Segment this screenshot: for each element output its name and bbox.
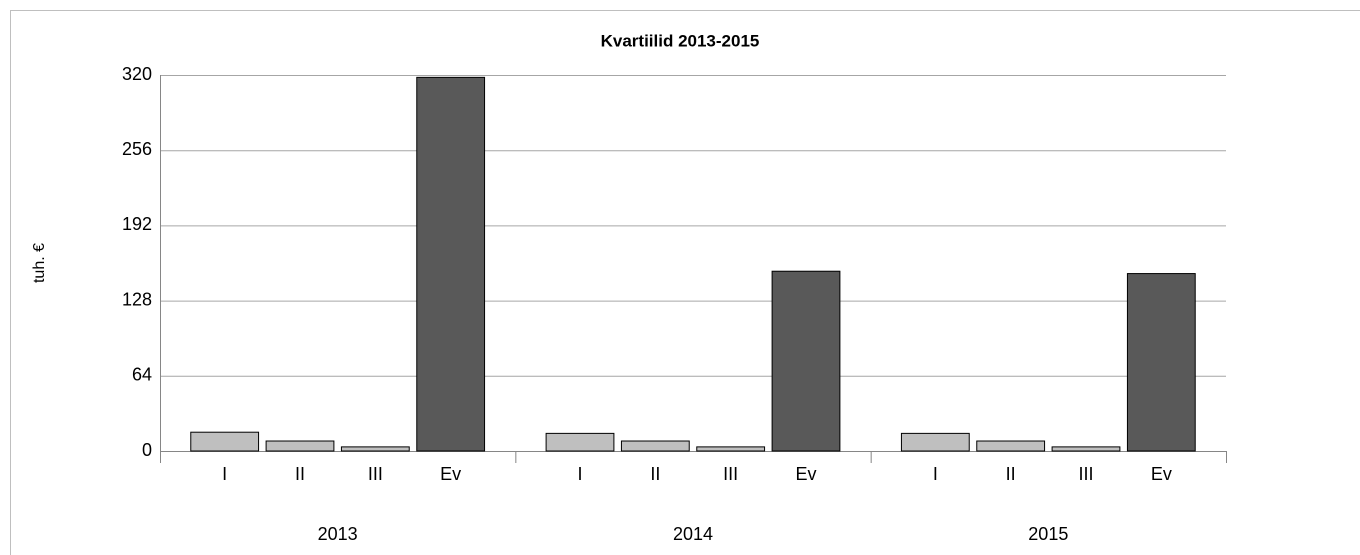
chart-title: Kvartiilid 2013-2015: [601, 31, 760, 50]
group-label: 2015: [1028, 524, 1068, 544]
bar: [976, 440, 1046, 452]
x-tick-label: II: [295, 464, 305, 484]
x-tick-label: Ev: [1151, 464, 1172, 484]
bar: [1051, 446, 1121, 452]
y-tick-label: 128: [122, 289, 152, 309]
bar: [900, 432, 970, 452]
x-tick-label: III: [368, 464, 383, 484]
bar: [190, 431, 260, 452]
bar: [340, 446, 410, 452]
y-axis-label: tuh. €: [31, 243, 48, 283]
x-tick-label: I: [577, 464, 582, 484]
x-tick-label: II: [650, 464, 660, 484]
x-tick-label: III: [1078, 464, 1093, 484]
x-tick-label: I: [222, 464, 227, 484]
bar: [265, 440, 335, 452]
x-tick-label: I: [933, 464, 938, 484]
bar: [416, 76, 486, 452]
y-tick-label: 192: [122, 214, 152, 234]
y-tick-label: 64: [132, 365, 152, 385]
group-label: 2013: [318, 524, 358, 544]
bar: [1126, 273, 1196, 452]
group-label: 2014: [673, 524, 713, 544]
bar: [771, 270, 841, 452]
bar: [696, 446, 766, 452]
y-tick-label: 0: [142, 440, 152, 460]
bar: [620, 440, 690, 452]
bar: [545, 432, 615, 452]
y-tick-label: 256: [122, 139, 152, 159]
x-tick-label: Ev: [440, 464, 461, 484]
y-tick-label: 320: [122, 64, 152, 84]
x-tick-label: Ev: [795, 464, 816, 484]
x-tick-label: III: [723, 464, 738, 484]
x-tick-label: II: [1006, 464, 1016, 484]
chart-border: [10, 10, 1360, 555]
